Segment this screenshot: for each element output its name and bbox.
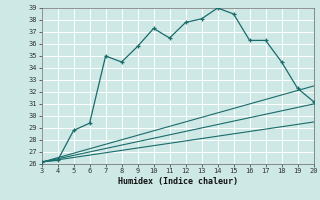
X-axis label: Humidex (Indice chaleur): Humidex (Indice chaleur) <box>118 177 237 186</box>
